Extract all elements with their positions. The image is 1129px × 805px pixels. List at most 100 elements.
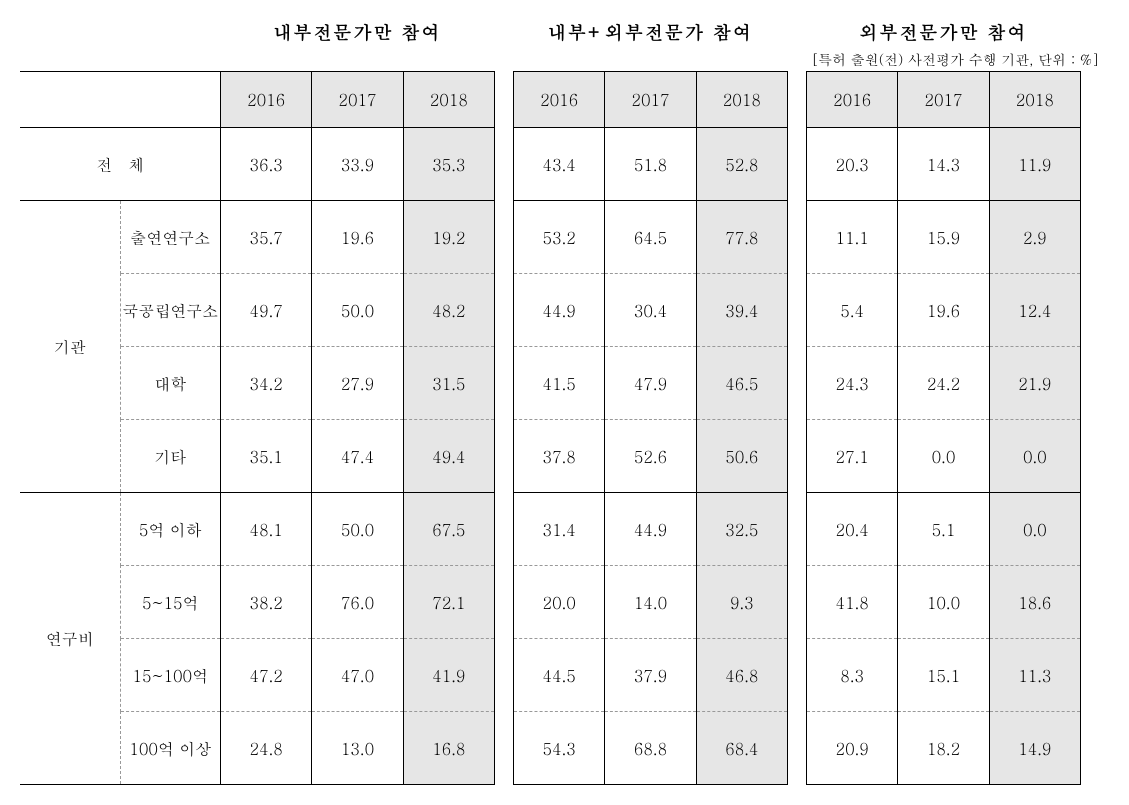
data-cell: 20.0	[514, 566, 605, 639]
group1-sub-3: 기타	[120, 420, 220, 493]
data-cell: 27.1	[807, 420, 898, 493]
data-cell: 41.5	[514, 347, 605, 420]
data-cell: 44.5	[514, 639, 605, 712]
data-cell: 5.4	[807, 274, 898, 347]
data-cell: 50.0	[312, 274, 403, 347]
data-cell: 35.7	[221, 201, 312, 274]
year-cell: 2018	[696, 72, 787, 128]
year-cell: 2017	[898, 72, 989, 128]
group2-sub-2: 15~100억	[120, 639, 220, 712]
data-cell: 18.2	[898, 712, 989, 785]
group2-sub-1: 5~15억	[120, 566, 220, 639]
data-cell: 46.5	[696, 347, 787, 420]
data-cell: 18.6	[989, 566, 1080, 639]
data-cell: 11.9	[989, 128, 1080, 201]
data-cell: 36.3	[221, 128, 312, 201]
group2-label: 연구비	[20, 493, 120, 785]
row-labels: 전체 기관 출연연구소 국공립연구소 대학 기타 연구비 5억 이하 5~15억…	[20, 71, 220, 785]
year-cell: 2018	[989, 72, 1080, 128]
data-cell: 50.0	[312, 493, 403, 566]
data-cell: 41.8	[807, 566, 898, 639]
data-cell: 30.4	[605, 274, 696, 347]
year-cell: 2016	[807, 72, 898, 128]
data-cell: 39.4	[696, 274, 787, 347]
section2-title: 내부+외부전문가 참여	[513, 20, 788, 45]
data-cell: 48.2	[403, 274, 494, 347]
data-cell: 0.0	[989, 493, 1080, 566]
data-cell: 43.4	[514, 128, 605, 201]
group1-label: 기관	[20, 201, 120, 493]
section3-data: 2016 2017 2018 20.3 14.3 11.9 11.1 15.9 …	[806, 71, 1081, 785]
data-cell: 49.4	[403, 420, 494, 493]
data-cell: 15.1	[898, 639, 989, 712]
data-cell: 14.0	[605, 566, 696, 639]
data-cell: 35.3	[403, 128, 494, 201]
data-cell: 44.9	[605, 493, 696, 566]
data-cell: 37.9	[605, 639, 696, 712]
year-cell: 2018	[403, 72, 494, 128]
data-cell: 24.3	[807, 347, 898, 420]
data-cell: 20.4	[807, 493, 898, 566]
group2-sub-0: 5억 이하	[120, 493, 220, 566]
data-cell: 19.6	[898, 274, 989, 347]
data-cell: 52.6	[605, 420, 696, 493]
data-cell: 47.0	[312, 639, 403, 712]
data-cell: 50.6	[696, 420, 787, 493]
data-cell: 19.2	[403, 201, 494, 274]
data-cell: 51.8	[605, 128, 696, 201]
data-cell: 44.9	[514, 274, 605, 347]
section1-title: 내부전문가만 참여	[220, 20, 495, 45]
main-table: 전체 기관 출연연구소 국공립연구소 대학 기타 연구비 5억 이하 5~15억…	[20, 71, 1109, 785]
data-cell: 68.8	[605, 712, 696, 785]
data-cell: 77.8	[696, 201, 787, 274]
data-cell: 72.1	[403, 566, 494, 639]
section-headers: 내부전문가만 참여 내부+외부전문가 참여 외부전문가만 참여	[20, 20, 1109, 45]
data-cell: 21.9	[989, 347, 1080, 420]
data-cell: 10.0	[898, 566, 989, 639]
data-cell: 47.4	[312, 420, 403, 493]
data-cell: 14.9	[989, 712, 1080, 785]
unit-note: [특허 출원(전) 사전평가 수행 기관, 단위 : %]	[20, 49, 1109, 69]
data-cell: 68.4	[696, 712, 787, 785]
data-cell: 67.5	[403, 493, 494, 566]
data-cell: 9.3	[696, 566, 787, 639]
group2-sub-3: 100억 이상	[120, 712, 220, 785]
data-cell: 38.2	[221, 566, 312, 639]
data-cell: 20.3	[807, 128, 898, 201]
year-cell: 2016	[221, 72, 312, 128]
data-cell: 32.5	[696, 493, 787, 566]
data-cell: 19.6	[312, 201, 403, 274]
data-cell: 35.1	[221, 420, 312, 493]
data-cell: 47.9	[605, 347, 696, 420]
data-cell: 14.3	[898, 128, 989, 201]
data-cell: 5.1	[898, 493, 989, 566]
section3-title: 외부전문가만 참여	[806, 20, 1081, 45]
data-cell: 34.2	[221, 347, 312, 420]
data-cell: 46.8	[696, 639, 787, 712]
data-cell: 53.2	[514, 201, 605, 274]
year-cell: 2017	[605, 72, 696, 128]
data-cell: 41.9	[403, 639, 494, 712]
data-cell: 37.8	[514, 420, 605, 493]
data-cell: 64.5	[605, 201, 696, 274]
data-cell: 27.9	[312, 347, 403, 420]
data-cell: 13.0	[312, 712, 403, 785]
data-cell: 0.0	[989, 420, 1080, 493]
data-cell: 47.2	[221, 639, 312, 712]
data-cell: 49.7	[221, 274, 312, 347]
data-cell: 8.3	[807, 639, 898, 712]
data-cell: 2.9	[989, 201, 1080, 274]
group1-sub-0: 출연연구소	[120, 201, 220, 274]
data-cell: 54.3	[514, 712, 605, 785]
data-cell: 11.3	[989, 639, 1080, 712]
data-cell: 15.9	[898, 201, 989, 274]
data-cell: 24.2	[898, 347, 989, 420]
section1-data: 2016 2017 2018 36.3 33.9 35.3 35.7 19.6 …	[220, 71, 495, 785]
data-cell: 16.8	[403, 712, 494, 785]
data-cell: 52.8	[696, 128, 787, 201]
year-cell: 2017	[312, 72, 403, 128]
data-cell: 24.8	[221, 712, 312, 785]
data-cell: 11.1	[807, 201, 898, 274]
data-cell: 12.4	[989, 274, 1080, 347]
year-cell: 2016	[514, 72, 605, 128]
